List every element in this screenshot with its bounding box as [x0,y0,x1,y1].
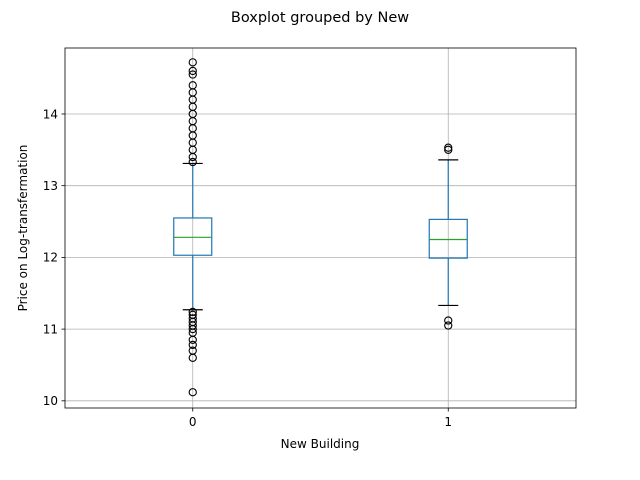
outlier-point [188,346,197,355]
box-group-1 [428,143,468,330]
outlier-point [188,310,197,319]
outlier-point [188,314,197,323]
outlier-point [444,316,453,325]
x-axis-label: New Building [281,437,360,451]
outlier-point [188,340,197,350]
outlier-point [188,70,197,79]
box-layer [173,58,468,397]
plot-area-frame [64,47,577,409]
y-tick-label: 14 [43,107,58,121]
y-tick-label: 11 [43,322,58,336]
outlier-point [188,157,197,167]
outlier-point [444,145,453,154]
box-group-0 [173,58,213,397]
outlier-point [444,143,453,152]
iqr-box [428,218,468,259]
outlier-point [188,81,197,90]
y-axis-ticks: 10 11 12 13 14 [43,107,65,408]
iqr-box [173,217,213,256]
outlier-point [188,388,197,397]
outlier-point [444,321,453,330]
y-tick-label: 10 [43,394,58,408]
y-tick-label: 12 [43,251,58,265]
y-axis-label: Price on Log-transfermation [16,145,30,312]
outlier-point [188,66,197,76]
y-tick-label: 13 [43,179,58,193]
chart-title: Boxplot grouped by New [231,10,409,26]
x-tick-label: 1 [444,415,452,429]
outlier-point [188,58,197,67]
grid-lines [65,48,576,408]
x-tick-label: 0 [189,415,197,429]
outlier-point [188,307,197,317]
